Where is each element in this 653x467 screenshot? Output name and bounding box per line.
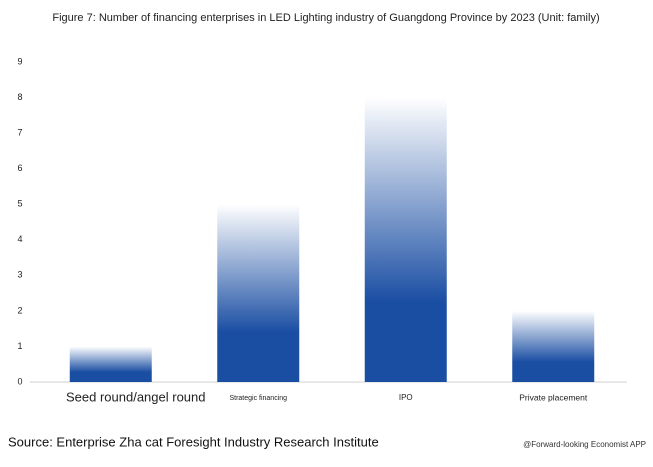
bar [69,346,152,382]
y-tick-label: 2 [17,305,22,315]
x-tick-label: Private placement [519,392,588,402]
y-tick-label: 8 [17,92,22,102]
y-tick-label: 9 [17,56,22,66]
y-tick-label: 6 [17,163,22,173]
y-tick-label: 4 [17,234,22,244]
y-tick-label: 5 [17,199,22,209]
source: Source: Enterprise Zha cat Foresight Ind… [8,434,379,449]
y-tick-label: 7 [17,127,22,137]
y-tick-label: 1 [17,341,22,351]
x-tick-label: Seed round/angel round [66,389,206,404]
bar [512,310,595,382]
bar [217,204,300,382]
y-tick-label: 0 [17,376,22,386]
chart-title: Figure 7: Number of financing enterprise… [52,12,599,24]
x-tick-label: Strategic financing [229,395,287,402]
x-tick-label: IPO [399,393,413,402]
y-tick-label: 3 [17,270,22,280]
credit: @Forward-looking Economist APP [523,440,646,449]
bar [364,97,447,383]
